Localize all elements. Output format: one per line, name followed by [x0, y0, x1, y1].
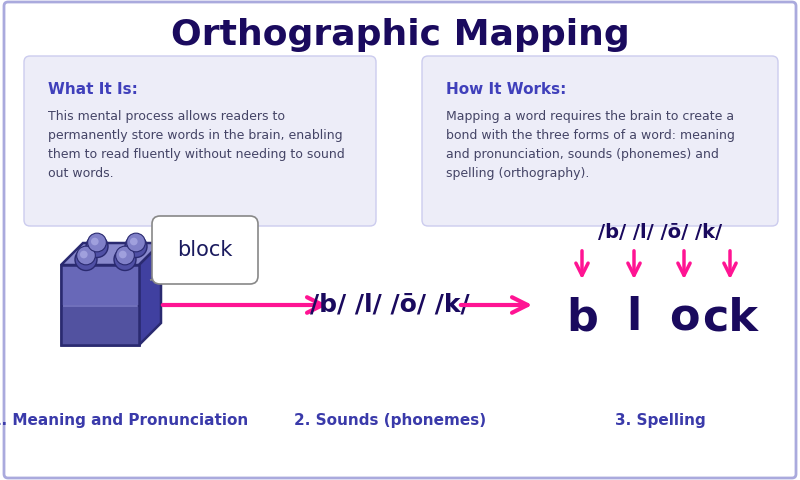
Circle shape	[116, 246, 134, 265]
Text: ck: ck	[702, 297, 758, 339]
Circle shape	[88, 233, 106, 252]
Text: o: o	[669, 297, 699, 339]
Text: block: block	[178, 240, 233, 260]
FancyBboxPatch shape	[24, 56, 376, 226]
FancyBboxPatch shape	[61, 307, 139, 345]
Text: 2. Sounds (phonemes): 2. Sounds (phonemes)	[294, 412, 486, 428]
Text: What It Is:: What It Is:	[48, 82, 138, 97]
Text: 3. Spelling: 3. Spelling	[614, 412, 706, 428]
Text: b: b	[566, 297, 598, 339]
FancyBboxPatch shape	[165, 271, 247, 277]
Text: /b/ /l/ /ō/ /k/: /b/ /l/ /ō/ /k/	[310, 293, 470, 317]
FancyBboxPatch shape	[61, 265, 139, 345]
Polygon shape	[61, 243, 161, 265]
Circle shape	[130, 238, 138, 245]
Polygon shape	[139, 243, 161, 345]
FancyBboxPatch shape	[152, 216, 258, 284]
Circle shape	[86, 236, 108, 257]
Circle shape	[80, 251, 88, 258]
Text: l: l	[626, 297, 642, 339]
Circle shape	[125, 236, 147, 257]
FancyBboxPatch shape	[61, 265, 139, 305]
Circle shape	[75, 249, 97, 271]
Circle shape	[119, 251, 126, 258]
Text: Mapping a word requires the brain to create a
bond with the three forms of a wor: Mapping a word requires the brain to cre…	[446, 110, 735, 180]
Text: How It Works:: How It Works:	[446, 82, 566, 97]
Circle shape	[114, 249, 136, 271]
FancyBboxPatch shape	[4, 2, 796, 478]
Text: This mental process allows readers to
permanently store words in the brain, enab: This mental process allows readers to pe…	[48, 110, 345, 180]
Text: /b/ /l/ /ō/ /k/: /b/ /l/ /ō/ /k/	[598, 223, 722, 241]
Polygon shape	[150, 276, 190, 280]
Circle shape	[91, 238, 98, 245]
Text: Orthographic Mapping: Orthographic Mapping	[170, 18, 630, 52]
Circle shape	[126, 233, 146, 252]
Text: 1. Meaning and Pronunciation: 1. Meaning and Pronunciation	[0, 412, 249, 428]
FancyBboxPatch shape	[422, 56, 778, 226]
Circle shape	[77, 246, 95, 265]
